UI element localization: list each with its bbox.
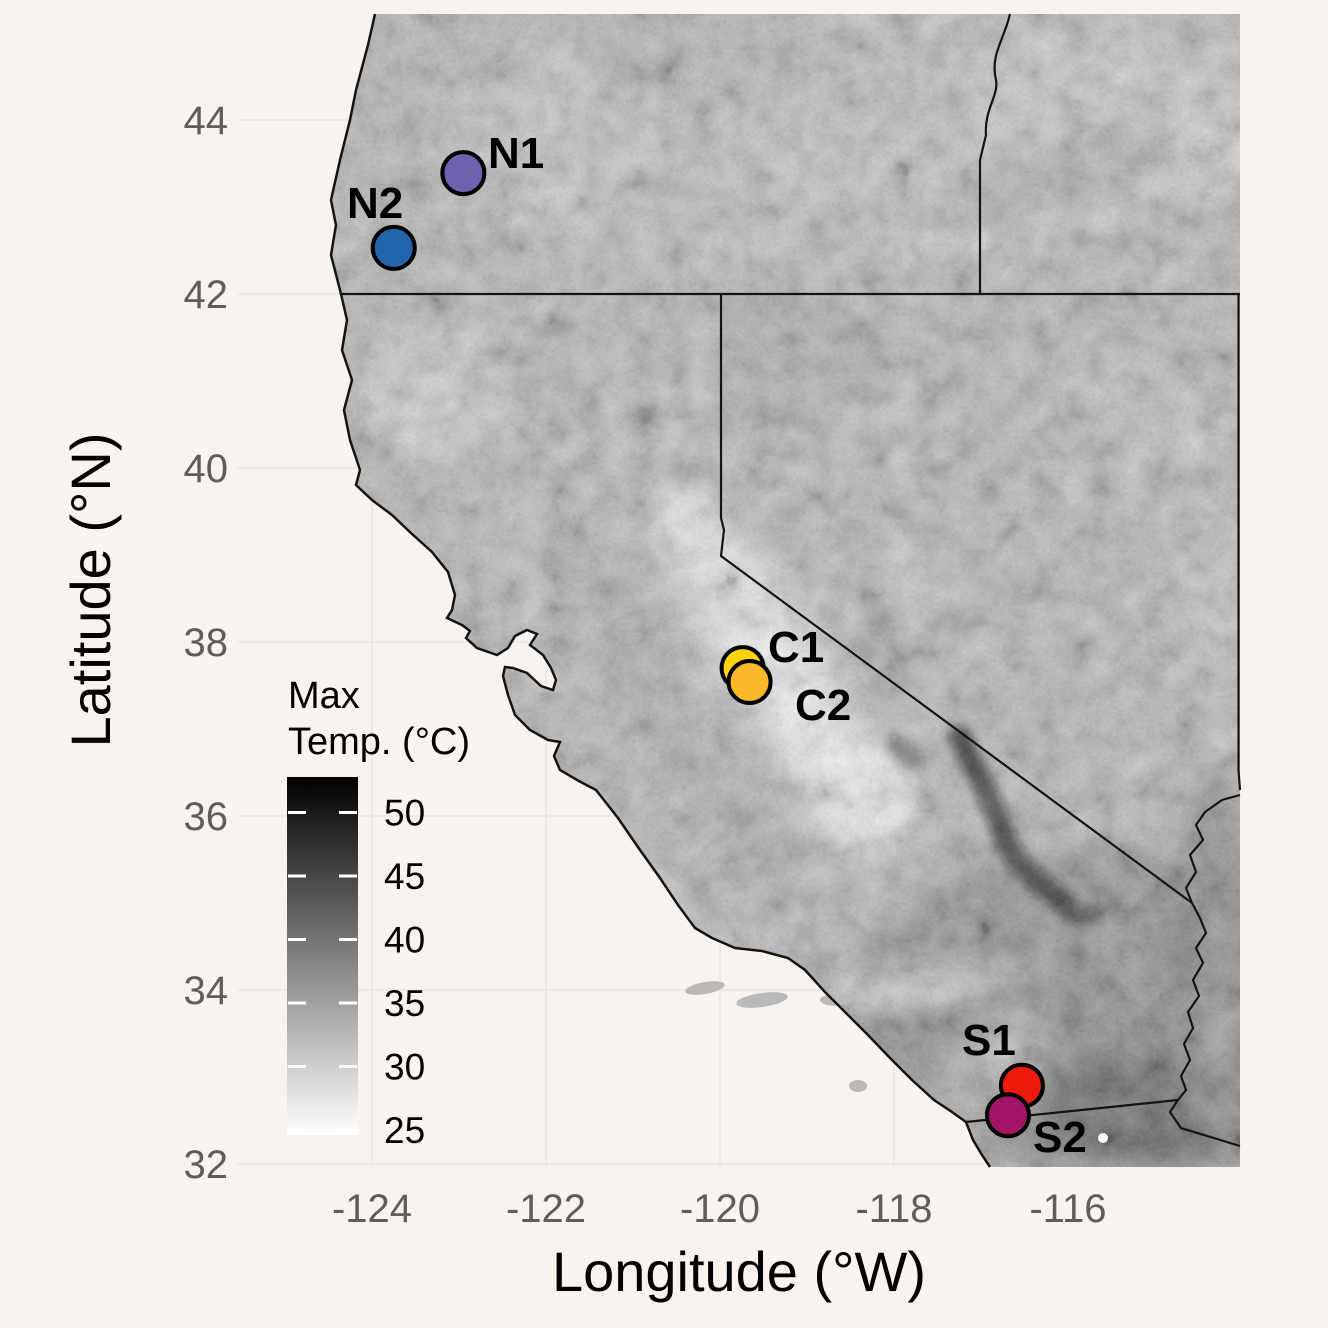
legend-title-line2: Temp. (°C) (288, 721, 470, 763)
x-tick-label: -122 (506, 1187, 586, 1231)
legend-tick-label: 40 (384, 919, 425, 960)
site-point-N2 (370, 224, 417, 271)
legend-max-temp: Max Temp. (°C) 50 45 40 35 30 25 (287, 675, 470, 1151)
pacific-coastline (329, 13, 992, 1168)
y-axis-tick-labels: 44 42 40 38 36 34 32 (184, 99, 229, 1187)
mexico-border (965, 1098, 1241, 1148)
legend-tick-label: 30 (384, 1046, 425, 1087)
legend-tick-label: 25 (384, 1110, 425, 1151)
state-borders (329, 13, 1242, 1168)
site-points: N1 N2 C1 C2 S1 S2 (347, 129, 1087, 1162)
y-tick-label: 34 (184, 969, 229, 1013)
salton-cool-spot (1098, 1133, 1108, 1143)
x-axis-tick-labels: -124 -122 -120 -118 -116 (332, 1187, 1107, 1231)
y-tick-label: 32 (184, 1143, 229, 1187)
site-label-N1: N1 (488, 129, 544, 178)
site-label-S2: S2 (1033, 1113, 1087, 1162)
site-label-C2: C2 (795, 681, 851, 730)
site-point-C2 (726, 659, 773, 706)
y-tick-label: 36 (184, 795, 229, 839)
legend-tick-label: 50 (384, 793, 425, 834)
x-tick-label: -120 (680, 1187, 760, 1231)
legend-gradient-bar (287, 777, 358, 1135)
x-axis-title: Longitude (°W) (552, 1240, 926, 1303)
channel-islands (685, 981, 867, 1092)
x-tick-label: -116 (1029, 1187, 1106, 1231)
california-nevada-border (719, 294, 1193, 904)
x-tick-label: -124 (332, 1187, 412, 1231)
legend-title-line1: Max (288, 675, 360, 717)
site-point-S2 (984, 1092, 1031, 1139)
legend-tick-label: 45 (384, 856, 425, 897)
y-tick-label: 38 (184, 621, 229, 665)
legend-tick-label: 35 (384, 983, 425, 1024)
oregon-idaho-border (978, 13, 1012, 294)
y-tick-label: 40 (184, 447, 229, 491)
site-label-C1: C1 (768, 623, 824, 672)
site-label-S1: S1 (962, 1016, 1016, 1065)
y-axis-title: Latitude (°N) (59, 433, 122, 748)
site-label-N2: N2 (347, 179, 403, 228)
colorado-river-border (1177, 793, 1241, 1101)
legend-ticks: 50 45 40 35 30 25 (288, 793, 425, 1151)
y-tick-label: 42 (184, 273, 229, 317)
y-tick-label: 44 (184, 99, 229, 143)
x-tick-label: -118 (855, 1187, 932, 1231)
nevada-utah-border (1237, 294, 1242, 791)
site-point-N1 (440, 150, 487, 197)
